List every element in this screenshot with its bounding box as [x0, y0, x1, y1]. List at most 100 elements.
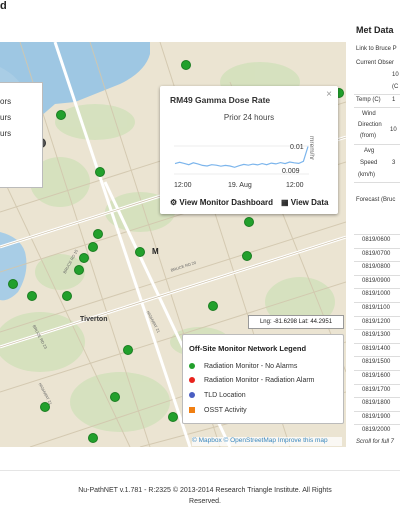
monitor-marker[interactable] — [208, 301, 218, 311]
left-legend-line: urs — [0, 129, 11, 138]
monitor-marker[interactable] — [242, 251, 252, 261]
current-observations-label: Current Obser — [356, 60, 394, 66]
monitor-marker[interactable] — [123, 345, 133, 355]
scroll-note: Scroll for full 7 — [356, 439, 394, 445]
left-legend-line: urs — [0, 113, 11, 122]
temp-label: Temp (C) — [356, 97, 381, 103]
y-tick-label-bottom: 0.009 — [282, 168, 300, 175]
forecast-time: 0819/1200 — [362, 319, 390, 325]
popup-title: RM49 Gamma Dose Rate — [170, 95, 270, 105]
monitor-marker[interactable] — [95, 167, 105, 177]
wind-label: Wind — [362, 111, 376, 117]
x-tick-label: 12:00 — [286, 182, 304, 189]
monitor-marker[interactable] — [110, 392, 120, 402]
map-attribution[interactable]: © Mapbox © OpenStreetMap Improve this ma… — [192, 437, 342, 446]
wind-label: Direction — [358, 122, 382, 128]
map-label-m: M — [152, 247, 159, 256]
forecast-time: 0819/1700 — [362, 387, 390, 393]
dashboard-icon: ⚙ — [170, 198, 179, 207]
divider — [354, 94, 400, 95]
footer-text: Nu-PathNET v.1.781 - R:2325 © 2013-2014 … — [60, 485, 350, 507]
forecast-time: 0819/1500 — [362, 359, 390, 365]
monitor-marker[interactable] — [79, 253, 89, 263]
dose-rate-series-line — [175, 147, 308, 168]
divider — [354, 370, 400, 371]
divider — [354, 275, 400, 276]
monitor-marker[interactable] — [62, 291, 72, 301]
speed-label: Avg — [364, 148, 374, 154]
divider — [354, 424, 400, 425]
left-legend-panel: ors urs urs — [0, 82, 43, 188]
view-dashboard-button[interactable]: ⚙ View Monitor Dashboard — [170, 198, 273, 207]
divider — [354, 384, 400, 385]
legend-item-label: TLD Location — [204, 392, 246, 399]
forecast-label: Forecast (Bruc — [356, 197, 395, 203]
wind-value: 10 — [390, 127, 397, 133]
monitor-popup: RM49 Gamma Dose Rate × Prior 24 hours 0.… — [160, 86, 338, 214]
met-data-panel: Met Data Link to Bruce P Current Obser 1… — [354, 0, 400, 460]
monitor-marker[interactable] — [168, 412, 178, 422]
forecast-time: 0819/1000 — [362, 291, 390, 297]
view-data-label: View Data — [291, 198, 329, 207]
legend-item: Radiation Monitor - No Alarms — [189, 363, 297, 370]
monitor-marker[interactable] — [135, 247, 145, 257]
wind-label: (from) — [360, 133, 376, 139]
forecast-time: 0819/1800 — [362, 400, 390, 406]
divider — [354, 234, 400, 235]
forecast-time: 0819/1300 — [362, 332, 390, 338]
divider — [354, 411, 400, 412]
forecast-time: 0819/0700 — [362, 251, 390, 257]
chart-icon: ▦ — [281, 198, 291, 207]
divider — [354, 288, 400, 289]
monitor-marker[interactable] — [93, 229, 103, 239]
footer-line-1: Nu-PathNET v.1.781 - R:2325 © 2013-2014 … — [78, 487, 332, 494]
forecast-time: 0819/1400 — [362, 346, 390, 352]
legend-title: Off-Site Monitor Network Legend — [189, 344, 306, 353]
divider — [354, 356, 400, 357]
monitor-marker[interactable] — [74, 265, 84, 275]
monitor-marker[interactable] — [88, 242, 98, 252]
monitor-marker[interactable] — [27, 291, 37, 301]
divider — [354, 397, 400, 398]
monitor-marker-selected[interactable] — [244, 217, 254, 227]
divider — [354, 329, 400, 330]
forecast-time: 0819/0800 — [362, 264, 390, 270]
monitor-marker[interactable] — [56, 110, 66, 120]
green-dot-icon — [189, 363, 195, 369]
divider — [354, 107, 400, 108]
coordinate-readout: Lng: -81.6298 Lat: 44.2951 — [248, 315, 344, 329]
met-title: Met Data — [356, 25, 394, 35]
blue-dot-icon — [189, 392, 195, 398]
view-data-button[interactable]: ▦ View Data — [281, 198, 328, 207]
popup-subtitle: Prior 24 hours — [160, 113, 338, 122]
orange-square-icon — [189, 407, 195, 413]
monitor-marker[interactable] — [8, 279, 18, 289]
speed-label: (km/h) — [358, 172, 375, 178]
footer-line-2: Reserved. — [189, 498, 221, 505]
divider — [354, 182, 400, 183]
speed-value: 3 — [392, 160, 395, 166]
monitor-marker[interactable] — [181, 60, 191, 70]
x-tick-label: 19. Aug — [228, 182, 252, 189]
view-dashboard-label: View Monitor Dashboard — [179, 198, 273, 207]
speed-label: Speed — [360, 160, 377, 166]
legend-item: Radiation Monitor - Radiation Alarm — [189, 377, 315, 384]
divider — [354, 316, 400, 317]
legend-item-label: Radiation Monitor - No Alarms — [204, 363, 297, 370]
divider — [354, 302, 400, 303]
legend-item: TLD Location — [189, 392, 246, 399]
x-tick-label: 12:00 — [174, 182, 192, 189]
y-axis-unit: mrem/hr — [308, 136, 315, 160]
monitor-marker[interactable] — [88, 433, 98, 443]
divider — [354, 144, 400, 145]
y-tick-label-top: 0.01 — [290, 144, 304, 151]
legend-item-label: OSST Activity — [204, 407, 247, 414]
legend-item-label: Radiation Monitor - Radiation Alarm — [204, 377, 315, 384]
forecast-time: 0819/1600 — [362, 373, 390, 379]
divider — [354, 261, 400, 262]
met-link[interactable]: Link to Bruce P — [356, 46, 397, 52]
divider — [354, 343, 400, 344]
forecast-time: 0819/1900 — [362, 414, 390, 420]
close-icon[interactable]: × — [326, 89, 332, 100]
forecast-time: 0819/0600 — [362, 237, 390, 243]
